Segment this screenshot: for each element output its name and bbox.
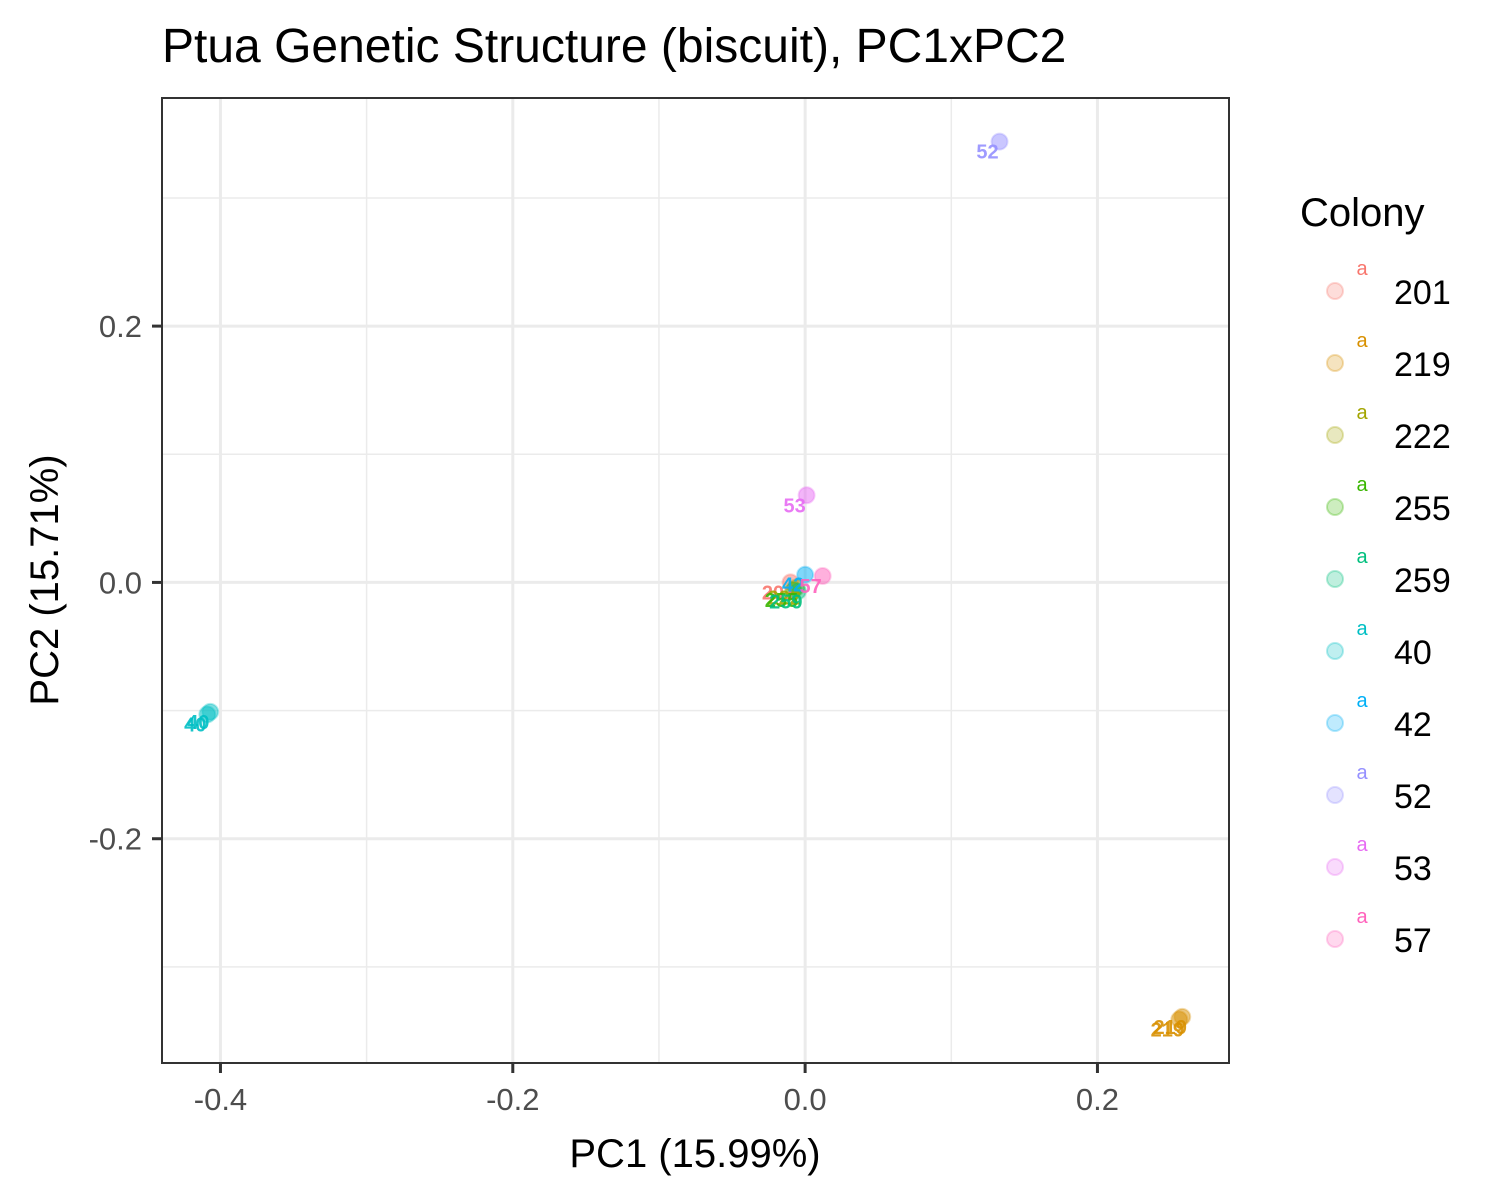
data-point-259 — [788, 582, 807, 601]
legend-label-259: 259 — [1394, 562, 1451, 600]
data-label-255: 255 — [765, 590, 798, 612]
data-points — [198, 132, 1192, 1029]
legend-key-text-255: a — [1356, 474, 1368, 496]
x-tick-label: -0.4 — [194, 1082, 247, 1117]
data-label-53: 53 — [783, 495, 805, 517]
legend-key-point-222 — [1326, 426, 1344, 444]
data-point-57 — [813, 567, 832, 586]
legend-key-point-219 — [1326, 354, 1344, 372]
legend-title: Colony — [1300, 191, 1425, 235]
legend-key-text-219: a — [1356, 330, 1368, 352]
legend-label-222: 222 — [1394, 418, 1451, 456]
y-tick-label: 0.0 — [99, 565, 142, 600]
legend-key-point-52 — [1326, 786, 1344, 804]
x-tick-label: -0.2 — [486, 1082, 539, 1117]
data-label-52: 52 — [976, 142, 998, 164]
chart-title: Ptua Genetic Structure (biscuit), PC1xPC… — [162, 20, 1066, 73]
data-label-219: 219 — [1154, 1017, 1187, 1039]
y-axis-ticks: -0.2 0.0 0.2 — [89, 309, 162, 857]
y-tick-label: -0.2 — [89, 822, 142, 857]
legend-label-201: 201 — [1394, 274, 1451, 312]
legend-key-text-40: a — [1356, 618, 1368, 640]
data-label-222: 222 — [768, 588, 801, 610]
data-label-201: 201 — [762, 582, 795, 604]
legend-key-point-40 — [1326, 642, 1344, 660]
minor-gridlines — [162, 98, 1229, 1063]
legend-key-point-53 — [1326, 858, 1344, 876]
data-label-259: 259 — [769, 591, 802, 613]
legend: Colony a 201 a 219 a 222 a 255 a 259 a 40 a 42 a 52 a 53 a… — [1300, 191, 1451, 960]
legend-label-57: 57 — [1394, 922, 1432, 960]
data-point-40 — [198, 705, 217, 724]
legend-label-52: 52 — [1394, 778, 1432, 816]
y-tick-label: 0.2 — [99, 309, 142, 344]
data-point-42 — [796, 565, 815, 584]
x-tick-label: 0.0 — [784, 1082, 827, 1117]
y-axis-title: PC2 (15.71%) — [23, 454, 67, 705]
plot-panel — [162, 98, 1229, 1063]
data-point-53 — [797, 486, 816, 505]
data-point-219 — [1170, 1010, 1189, 1029]
legend-key-text-52: a — [1356, 762, 1368, 784]
legend-label-42: 42 — [1394, 706, 1432, 744]
x-axis-title: PC1 (15.99%) — [569, 1132, 820, 1176]
data-label-40: 40 — [184, 714, 206, 736]
legend-key-text-222: a — [1356, 402, 1368, 424]
legend-key-text-57: a — [1356, 906, 1368, 928]
legend-label-40: 40 — [1394, 634, 1432, 672]
data-label-42: 42 — [782, 575, 804, 597]
x-axis-ticks: -0.4 -0.2 0.0 0.2 — [194, 1063, 1119, 1117]
legend-label-53: 53 — [1394, 850, 1432, 888]
legend-label-255: 255 — [1394, 490, 1451, 528]
legend-key-text-201: a — [1356, 258, 1368, 280]
major-gridlines — [162, 98, 1229, 1063]
legend-key-point-259 — [1326, 570, 1344, 588]
legend-key-point-42 — [1326, 714, 1344, 732]
legend-key-text-42: a — [1356, 690, 1368, 712]
legend-key-text-259: a — [1356, 546, 1368, 568]
data-label-40: 40 — [187, 712, 209, 734]
data-label-57: 57 — [800, 576, 822, 598]
x-tick-label: 0.2 — [1076, 1082, 1119, 1117]
legend-key-point-57 — [1326, 930, 1344, 948]
legend-key-point-201 — [1326, 282, 1344, 300]
legend-label-219: 219 — [1394, 346, 1451, 384]
legend-key-text-53: a — [1356, 834, 1368, 856]
data-point-52 — [990, 132, 1009, 151]
legend-key-point-255 — [1326, 498, 1344, 516]
data-label-219: 219 — [1151, 1019, 1184, 1041]
panel-border — [161, 97, 1230, 1064]
